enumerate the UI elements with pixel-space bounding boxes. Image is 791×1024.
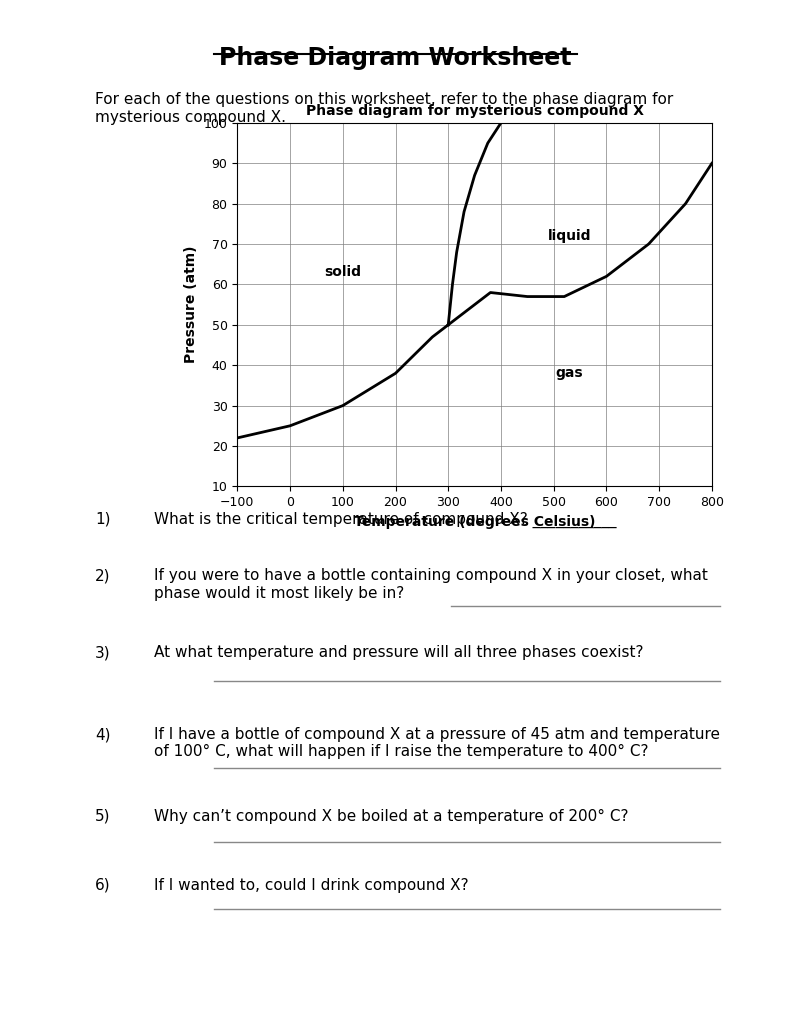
X-axis label: Temperature (degrees Celsius): Temperature (degrees Celsius) bbox=[354, 515, 596, 528]
Text: liquid: liquid bbox=[548, 229, 591, 243]
Text: Phase Diagram Worksheet: Phase Diagram Worksheet bbox=[219, 46, 572, 70]
Text: 5): 5) bbox=[95, 809, 111, 824]
Text: What is the critical temperature of compound X? ___________: What is the critical temperature of comp… bbox=[154, 512, 617, 528]
Text: 2): 2) bbox=[95, 568, 111, 584]
Text: For each of the questions on this worksheet, refer to the phase diagram for
myst: For each of the questions on this worksh… bbox=[95, 92, 673, 125]
Text: 1): 1) bbox=[95, 512, 111, 527]
Text: Why can’t compound X be boiled at a temperature of 200° C?: Why can’t compound X be boiled at a temp… bbox=[154, 809, 629, 824]
Text: 4): 4) bbox=[95, 727, 111, 742]
Text: At what temperature and pressure will all three phases coexist?: At what temperature and pressure will al… bbox=[154, 645, 644, 660]
Text: If I have a bottle of compound X at a pressure of 45 atm and temperature
of 100°: If I have a bottle of compound X at a pr… bbox=[154, 727, 721, 760]
Y-axis label: Pressure (atm): Pressure (atm) bbox=[184, 246, 199, 364]
Text: If you were to have a bottle containing compound X in your closet, what
phase wo: If you were to have a bottle containing … bbox=[154, 568, 708, 601]
Title: Phase diagram for mysterious compound X: Phase diagram for mysterious compound X bbox=[305, 103, 644, 118]
Text: 3): 3) bbox=[95, 645, 111, 660]
Text: 6): 6) bbox=[95, 878, 111, 893]
Text: If I wanted to, could I drink compound X?: If I wanted to, could I drink compound X… bbox=[154, 878, 469, 893]
Text: gas: gas bbox=[556, 367, 583, 380]
Text: solid: solid bbox=[324, 265, 361, 280]
